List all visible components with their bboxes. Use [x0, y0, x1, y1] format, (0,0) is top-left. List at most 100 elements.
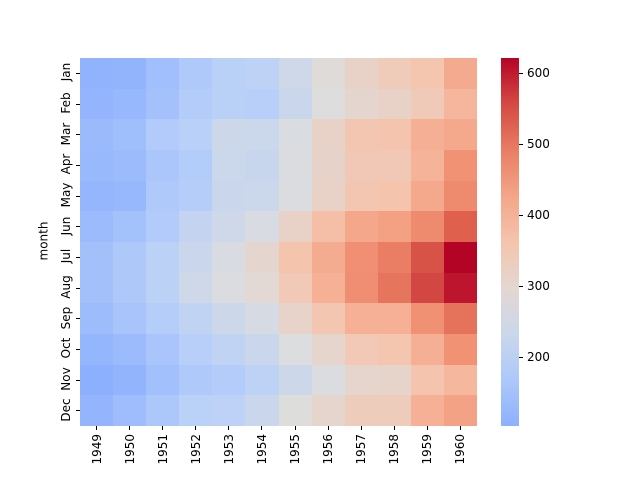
heatmap-cell: [245, 303, 279, 335]
heatmap-cell: [344, 364, 379, 396]
heatmap-cell: [410, 180, 445, 212]
heatmap-cell: [80, 364, 114, 396]
heatmap-cell: [278, 119, 313, 151]
y-tick: [76, 410, 80, 412]
heatmap-cell: [80, 58, 114, 90]
x-tick: [294, 426, 296, 430]
heatmap-cell: [245, 150, 279, 182]
y-tick: [76, 103, 80, 105]
heatmap-cell: [344, 334, 379, 366]
heatmap-cell: [443, 119, 478, 151]
heatmap-cell: [80, 88, 114, 120]
heatmap-cell: [245, 334, 279, 366]
heatmap-cell: [179, 119, 213, 151]
heatmap-cell: [311, 364, 346, 396]
heatmap-cell: [410, 58, 445, 90]
heatmap-cell: [146, 364, 180, 396]
heatmap-cell: [179, 88, 213, 120]
x-tick: [195, 426, 197, 430]
x-tick-label: 1957: [354, 434, 369, 465]
heatmap-cell: [443, 364, 478, 396]
heatmap-cell: [410, 364, 445, 396]
colorbar-tick-label: 300: [527, 278, 550, 293]
heatmap-cell: [179, 242, 213, 274]
heatmap-cell: [410, 150, 445, 182]
heatmap-cell: [80, 211, 114, 243]
colorbar-tick: [519, 357, 523, 359]
heatmap-cell: [179, 211, 213, 243]
heatmap-cell: [146, 272, 180, 304]
heatmap-cell: [245, 180, 279, 212]
heatmap-cell: [311, 119, 346, 151]
heatmap-cell: [212, 334, 246, 366]
y-tick-label: Jul: [59, 249, 73, 264]
heatmap-cell: [278, 272, 313, 304]
heatmap-cell: [377, 334, 412, 366]
heatmap-cell: [113, 180, 147, 212]
heatmap-cell: [278, 180, 313, 212]
heatmap-cell: [443, 272, 478, 304]
heatmap-cell: [410, 242, 445, 274]
heatmap-cell: [410, 272, 445, 304]
heatmap-cell: [146, 58, 180, 90]
heatmap-cell: [278, 88, 313, 120]
heatmap-cell: [311, 150, 346, 182]
heatmap-cell: [245, 272, 279, 304]
heatmap-cell: [245, 364, 279, 396]
y-tick: [76, 72, 80, 74]
heatmap-cell: [80, 180, 114, 212]
x-tick: [327, 426, 329, 430]
heatmap-cell: [146, 150, 180, 182]
heatmap-cell: [80, 395, 114, 427]
heatmap-cell: [80, 334, 114, 366]
y-tick: [76, 195, 80, 197]
x-tick: [96, 426, 98, 430]
heatmap-cell: [443, 242, 478, 274]
heatmap-cell: [278, 150, 313, 182]
heatmap-cell: [113, 364, 147, 396]
colorbar-tick: [519, 144, 523, 146]
x-tick: [228, 426, 230, 430]
heatmap-cell: [377, 119, 412, 151]
heatmap-cell: [377, 242, 412, 274]
x-tick-label: 1950: [122, 434, 137, 465]
heatmap-cell: [278, 242, 313, 274]
heatmap-cell: [80, 272, 114, 304]
heatmap-cell: [179, 150, 213, 182]
heatmap-cell: [278, 211, 313, 243]
heatmap-cell: [113, 395, 147, 427]
heatmap-cell: [113, 211, 147, 243]
heatmap-cell: [245, 242, 279, 274]
heatmap-cell: [443, 58, 478, 90]
heatmap-cell: [377, 211, 412, 243]
heatmap-cell: [146, 211, 180, 243]
heatmap-cell: [278, 395, 313, 427]
x-tick-label: 1960: [453, 434, 468, 465]
heatmap-cell: [113, 334, 147, 366]
heatmap-cell: [344, 58, 379, 90]
heatmap-cell: [410, 211, 445, 243]
y-tick-label: May: [59, 182, 73, 208]
colorbar-tick-label: 500: [527, 136, 550, 151]
heatmap-cell: [410, 395, 445, 427]
colorbar: [501, 58, 519, 426]
heatmap-cell: [377, 180, 412, 212]
x-tick-label: 1949: [89, 434, 104, 465]
x-tick: [162, 426, 164, 430]
heatmap-cell: [179, 180, 213, 212]
heatmap-cell: [443, 150, 478, 182]
heatmap-cell: [344, 272, 379, 304]
colorbar-tick-label: 600: [527, 65, 550, 80]
heatmap-cell: [146, 88, 180, 120]
heatmap-cell: [278, 364, 313, 396]
colorbar-tick-label: 200: [527, 349, 550, 364]
heatmap-grid: [80, 58, 478, 427]
heatmap-cell: [311, 180, 346, 212]
heatmap-cell: [245, 58, 279, 90]
heatmap-cell: [311, 303, 346, 335]
y-tick-label: Sep: [59, 306, 73, 329]
heatmap-cell: [146, 334, 180, 366]
heatmap-cell: [344, 180, 379, 212]
heatmap-cell: [344, 88, 379, 120]
